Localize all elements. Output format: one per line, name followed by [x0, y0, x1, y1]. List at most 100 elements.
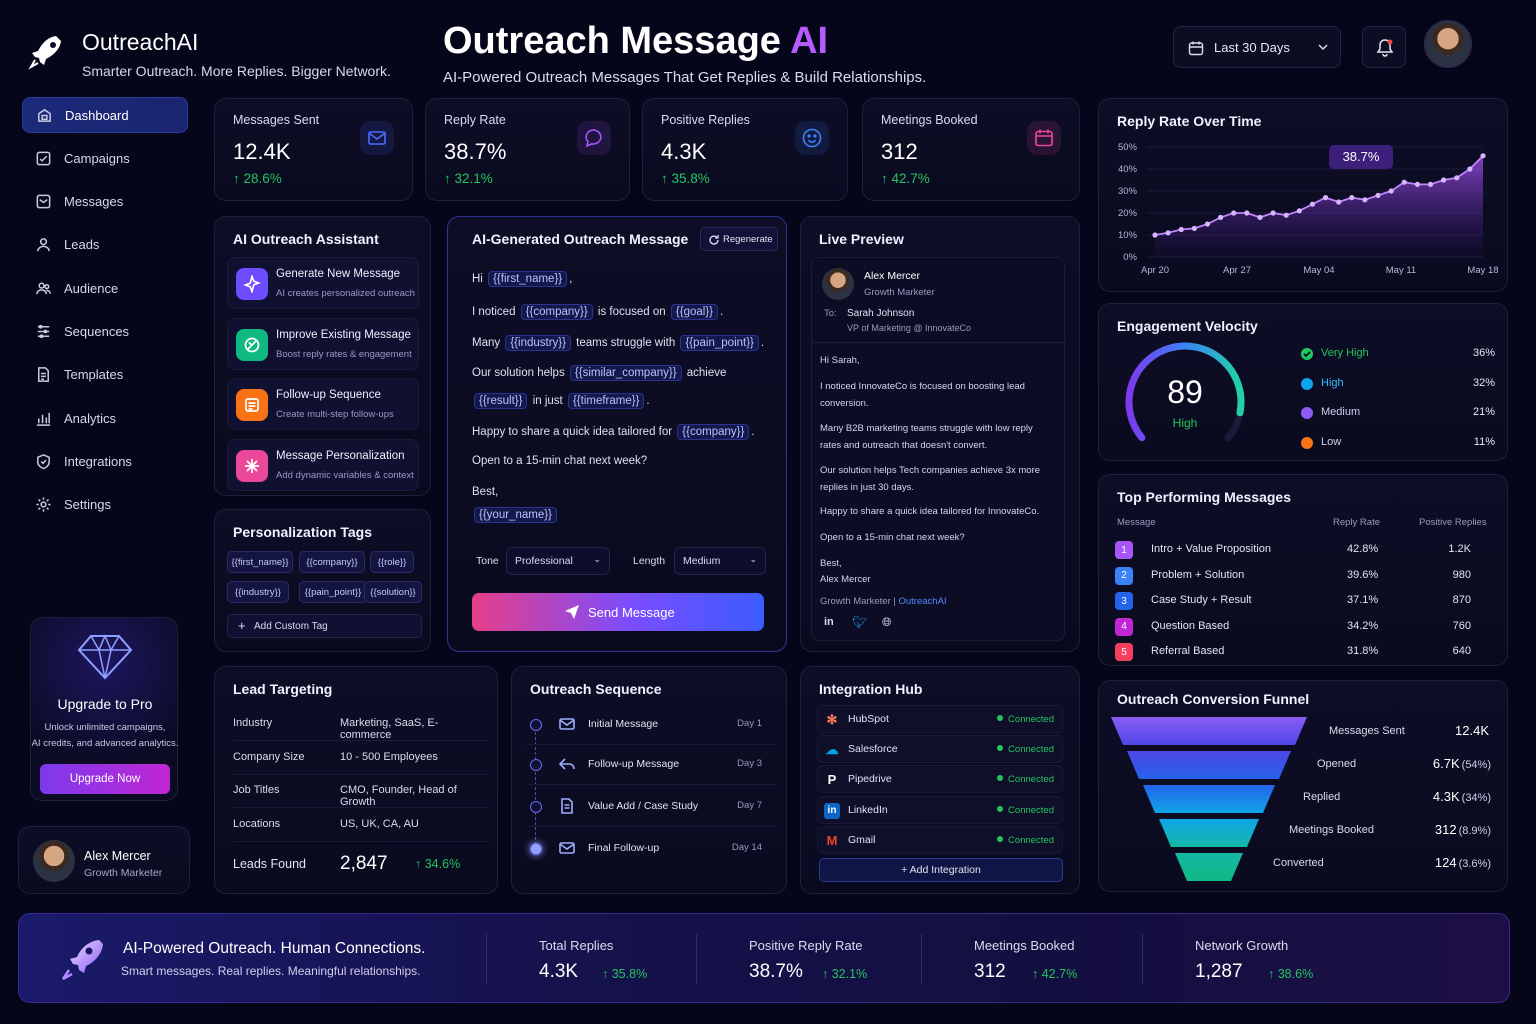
data-point [1322, 195, 1329, 201]
velocity-row: High 32% [1301, 375, 1495, 393]
sidebar-item-messages[interactable]: Messages [22, 184, 188, 220]
assistant-item-title: Improve Existing Message [276, 328, 411, 341]
funnel-stage-value: 12.4K [1455, 723, 1489, 738]
top-message-positive: 870 [1452, 594, 1471, 606]
y-tick-label: 10% [1118, 230, 1138, 241]
reply-rate-chart-title: Reply Rate Over Time [1117, 113, 1262, 129]
tag-chip[interactable]: {{industry}} [227, 581, 289, 603]
rank-badge: 5 [1115, 643, 1133, 661]
tag-chip[interactable]: {{company}} [299, 551, 365, 573]
chevron-down-icon: ⌄ [749, 554, 757, 564]
upgrade-button[interactable]: Upgrade Now [40, 764, 170, 794]
sender-avatar [822, 268, 854, 300]
brand-name: OutreachAI [82, 29, 199, 55]
tag-chip[interactable]: {{solution}} [364, 581, 422, 603]
banner-stat-value: 1,287 [1195, 961, 1243, 982]
assistant-item-generate-new-message[interactable]: Generate New Message AI creates personali… [227, 257, 419, 309]
sidebar-item-settings[interactable]: Settings [22, 487, 188, 523]
add-custom-tag-button[interactable]: + Add Custom Tag [227, 614, 422, 638]
banner-stat-delta: ↑ 38.6% [1268, 967, 1314, 981]
settings-icon [34, 496, 52, 514]
integration-gmail[interactable]: M Gmail Connected [817, 825, 1063, 854]
msg-line-greeting: Hi {{first_name}}, [472, 271, 573, 287]
top-message-row[interactable]: 4 Question Based 34.2% 760 [1115, 616, 1493, 638]
linkedin-icon[interactable]: in [824, 616, 834, 628]
top-message-row[interactable]: 3 Case Study + Result 37.1% 870 [1115, 590, 1493, 612]
integration-linkedin[interactable]: in LinkedIn Connected [817, 795, 1063, 824]
length-select[interactable]: Medium ⌄ [674, 547, 766, 575]
date-range-select[interactable]: Last 30 Days [1173, 26, 1341, 68]
legend-dot-icon [1301, 377, 1313, 390]
sparkle-icon [236, 268, 268, 300]
linkedin-logo-icon: in [824, 802, 840, 819]
data-point [1257, 214, 1263, 220]
sequence-step[interactable]: Final Follow-up Day 14 [526, 829, 776, 869]
stat-value: 312 [881, 139, 918, 164]
velocity-name: Low [1321, 435, 1342, 448]
sidebar-item-integrations[interactable]: Integrations [22, 443, 188, 479]
sequence-title: Outreach Sequence [530, 681, 662, 697]
sequence-step[interactable]: Initial Message Day 1 [526, 705, 776, 745]
sidebar-item-dashboard[interactable]: Dashboard [22, 97, 188, 133]
x-tick-label: Apr 20 [1141, 265, 1169, 276]
assistant-item-follow-up-sequence[interactable]: Follow-up Sequence Create multi-step foll… [227, 378, 419, 430]
integration-hubspot[interactable]: ✻ HubSpot Connected [817, 705, 1063, 733]
funnel-stage [1143, 785, 1275, 813]
avatar[interactable] [1424, 20, 1472, 68]
velocity-score: 89 [1167, 374, 1203, 410]
sidebar-item-campaigns[interactable]: Campaigns [22, 140, 188, 176]
templates-icon [34, 366, 52, 384]
user-avatar [33, 840, 75, 882]
data-point [1283, 212, 1289, 218]
sidebar-item-analytics[interactable]: Analytics [22, 400, 188, 436]
integration-name: Pipedrive [848, 773, 892, 786]
notification-button[interactable] [1362, 26, 1406, 68]
sidebar-item-audience[interactable]: Audience [22, 270, 188, 306]
sequence-step[interactable]: Value Add / Case Study Day 7 [526, 787, 776, 827]
assistant-item-title: Generate New Message [276, 268, 401, 280]
data-point [1309, 201, 1316, 207]
twitter-icon[interactable]: 🐦︎ [852, 615, 868, 629]
top-message-row[interactable]: 1 Intro + Value Proposition 42.8% 1.2K [1115, 539, 1493, 561]
preview-p4: Our solution helps Tech companies achiev… [820, 465, 1041, 493]
stat-delta: ↑ 35.8% [661, 171, 710, 186]
integration-pipedrive[interactable]: P Pipedrive Connected [817, 765, 1063, 794]
globe-icon[interactable]: 🌐︎ [882, 615, 892, 629]
tag-chip[interactable]: {{pain_point}} [299, 581, 367, 603]
sidebar-item-label: Leads [64, 237, 100, 253]
sequence-step-day: Day 7 [737, 800, 762, 811]
step-dot-icon [530, 843, 542, 855]
brand-tagline: Smarter Outreach. More Replies. Bigger N… [82, 63, 391, 79]
tag-chip[interactable]: {{role}} [370, 551, 414, 573]
assistant-item-improve-existing-message[interactable]: Improve Existing Message Boost reply rate… [227, 317, 419, 370]
funnel-stage-value: 312 (8.9%) [1434, 822, 1491, 837]
funnel-row: Opened 6.7K (54%) [1317, 756, 1491, 776]
page-title-main: Outreach Message [443, 20, 781, 62]
y-tick-label: 50% [1118, 142, 1138, 153]
sequence-step-name: Follow-up Message [588, 758, 680, 770]
rank-badge: 4 [1115, 617, 1133, 636]
data-point [1427, 181, 1434, 187]
lead-targeting-row: Industry Marketing, SaaS, E-commerce [233, 707, 489, 741]
rank-badge: 1 [1115, 541, 1133, 559]
top-message-row[interactable]: 5 Referral Based 31.8% 640 [1115, 641, 1493, 663]
banner-stat-delta: ↑ 35.8% [602, 967, 648, 981]
add-integration-button[interactable]: + Add Integration [819, 858, 1063, 882]
banner-stat-label: Meetings Booked [974, 938, 1075, 953]
personalization-tags-card: Personalization Tags {{first_name}} {{com… [214, 509, 431, 652]
tag-chip[interactable]: {{first_name}} [227, 551, 293, 573]
sidebar-item-templates[interactable]: Templates [22, 357, 188, 393]
assistant-item-message-personalization[interactable]: Message Personalization Add dynamic varia… [227, 438, 419, 491]
sidebar-item-leads[interactable]: Leads [22, 227, 188, 263]
integration-salesforce[interactable]: ☁ Salesforce Connected [817, 735, 1063, 764]
top-message-row[interactable]: 2 Problem + Solution 39.6% 980 [1115, 565, 1493, 587]
user-card[interactable]: Alex Mercer Growth Marketer [18, 826, 190, 894]
top-messages-title: Top Performing Messages [1117, 489, 1292, 505]
sidebar-item-sequences[interactable]: Sequences [22, 314, 188, 350]
tone-select[interactable]: Professional ⌄ [506, 547, 610, 575]
velocity-pct: 32% [1472, 376, 1495, 389]
preview-p3: Many B2B marketing teams struggle with l… [820, 423, 1033, 451]
send-message-button[interactable]: Send Message [472, 593, 764, 631]
regenerate-button[interactable]: Regenerate [700, 227, 778, 251]
sequence-step[interactable]: Follow-up Message Day 3 [526, 745, 776, 785]
